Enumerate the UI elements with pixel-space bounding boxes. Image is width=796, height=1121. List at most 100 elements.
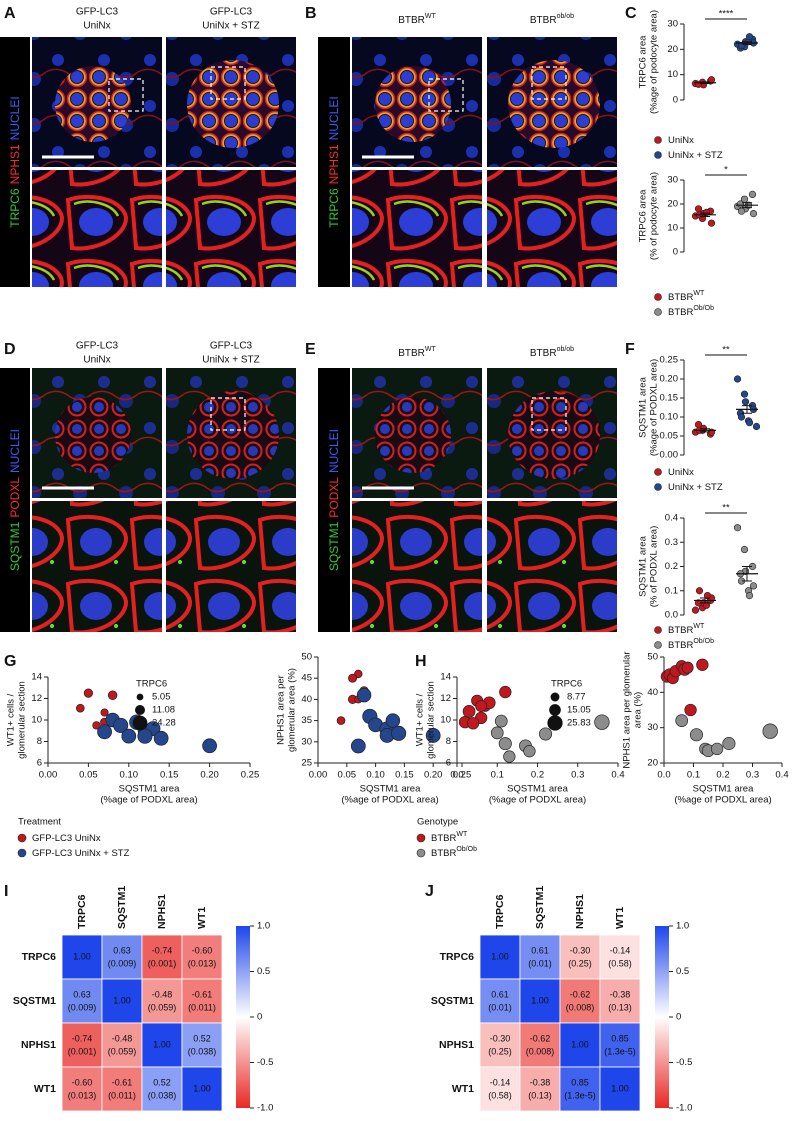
error-bar [742,566,752,582]
x-tick-label: 0.00 [309,770,328,781]
error-bar [742,41,752,45]
legend-marker [17,833,27,843]
column-header: BTBRob/ob [530,13,574,25]
column-header: GFP-LC3 [210,7,253,18]
heatmap-cell [519,1066,561,1112]
y-tick-label: 0.0 [665,610,678,621]
y-tick-label: 0.15 [660,393,679,404]
legend-marker [654,308,662,316]
stain-word: SQSTM1 [8,521,22,571]
column-header: BTBRob/ob [530,346,574,358]
cell-pvalue: (0.059) [108,1046,137,1056]
cell-pvalue: (0.58) [608,958,632,968]
heatmap-cell [61,978,103,1024]
error-bar [742,202,752,209]
row-label: TRPC6 [22,951,57,963]
y-tick-label: 40 [301,694,312,705]
bubble [523,745,536,758]
legend-label-base: BTBR [668,307,693,318]
cell-pvalue: (1.3e-5) [604,1046,636,1056]
bubble [348,673,358,683]
column-header-sup: ob/ob [557,13,575,20]
size-legend-marker [549,704,561,716]
legend-label: UniNx + STZ [668,482,723,493]
legend-label: UniNx [668,467,694,478]
bubble [97,724,112,740]
cell-value: 1.00 [153,1039,171,1049]
glomerulus [375,66,451,142]
x-tick-label: 0.4 [611,770,624,781]
bubble [137,728,153,744]
bubble [762,723,778,739]
heatmap-cell [61,1022,103,1068]
column-header: BTBRWT [398,346,436,358]
heatmap-cell [559,1022,601,1068]
x-axis-label: SQSTM1 area [693,784,754,795]
panel-label: C [625,5,637,22]
bubble [494,714,508,728]
y-tick-label: 0.2 [665,561,678,572]
legend-label: BTBRWT [668,623,705,635]
heatmap-cell [181,1022,223,1068]
legend-label-base: GFP-LC3 UniNx [32,833,101,844]
heatmap-cell [61,1066,103,1112]
glomerulus [55,397,131,473]
x-tick-label: 0.20 [200,770,219,781]
micrograph-zoom [487,170,617,287]
column-header-base: BTBR [398,348,425,359]
cell-value: 0.63 [113,945,131,955]
bubble [92,721,101,730]
glomerulus [508,60,600,148]
data-point [749,210,758,218]
x-tick-label: 0.05 [338,770,357,781]
legend-label: UniNx + STZ [668,150,723,161]
y-tick-label: 0.05 [660,431,679,442]
heatmap-cell [599,1066,641,1112]
glomerulus [187,60,279,148]
cell-value: -0.61 [192,989,213,999]
column-label: TRPC6 [494,894,506,929]
data-point [733,524,742,532]
cell-value: 1.00 [571,1039,589,1049]
column-header-base: BTBR [530,348,557,359]
data-point [745,591,754,600]
x-tick-label: 0.25 [453,770,472,781]
inset-box [428,78,464,112]
colorbar-label: 0 [257,1012,262,1023]
data-point [741,398,750,406]
stain-strip [318,37,350,287]
x-tick-label: 0.1 [491,770,504,781]
legend-label-base: BTBR [668,640,693,651]
size-legend-marker [550,692,560,702]
y-tick-label: 12 [31,693,42,704]
legend-label: BTBROb/Ob [668,305,714,317]
x-tick-label: 0.4 [775,770,788,781]
bubble [475,700,488,712]
legend-marker [416,833,426,843]
legend-title: Treatment [18,817,61,828]
cell-value: -0.38 [530,1077,551,1087]
stain-word: TRPC6 [8,188,22,228]
legend-marker [654,641,662,649]
x-tick-label: 0.05 [79,770,98,781]
significance-label: ** [722,503,730,514]
bubble [385,713,401,728]
glomerulus [508,391,600,479]
cell-value: -0.14 [610,945,631,955]
y-tick-label: 14 [440,672,451,683]
data-point [737,207,746,215]
x-tick-label: 0.10 [366,770,385,781]
x-tick-label: 0.15 [395,770,414,781]
row-label: WT1 [452,1083,474,1095]
heatmap-cell [559,978,601,1024]
y-tick-label: 30 [647,722,658,733]
y-axis-label: NPHS1 area per glomerular [622,651,633,768]
column-header-sup: WT [425,346,437,353]
cell-value: 1.00 [611,1083,629,1093]
y-tick-label: 0.4 [665,513,678,524]
cell-pvalue: (0.008) [566,1002,595,1012]
micrograph-zoom [487,501,617,632]
error-bar [742,405,752,414]
colorbar-label: -0.5 [257,1057,273,1068]
data-point [737,413,746,421]
